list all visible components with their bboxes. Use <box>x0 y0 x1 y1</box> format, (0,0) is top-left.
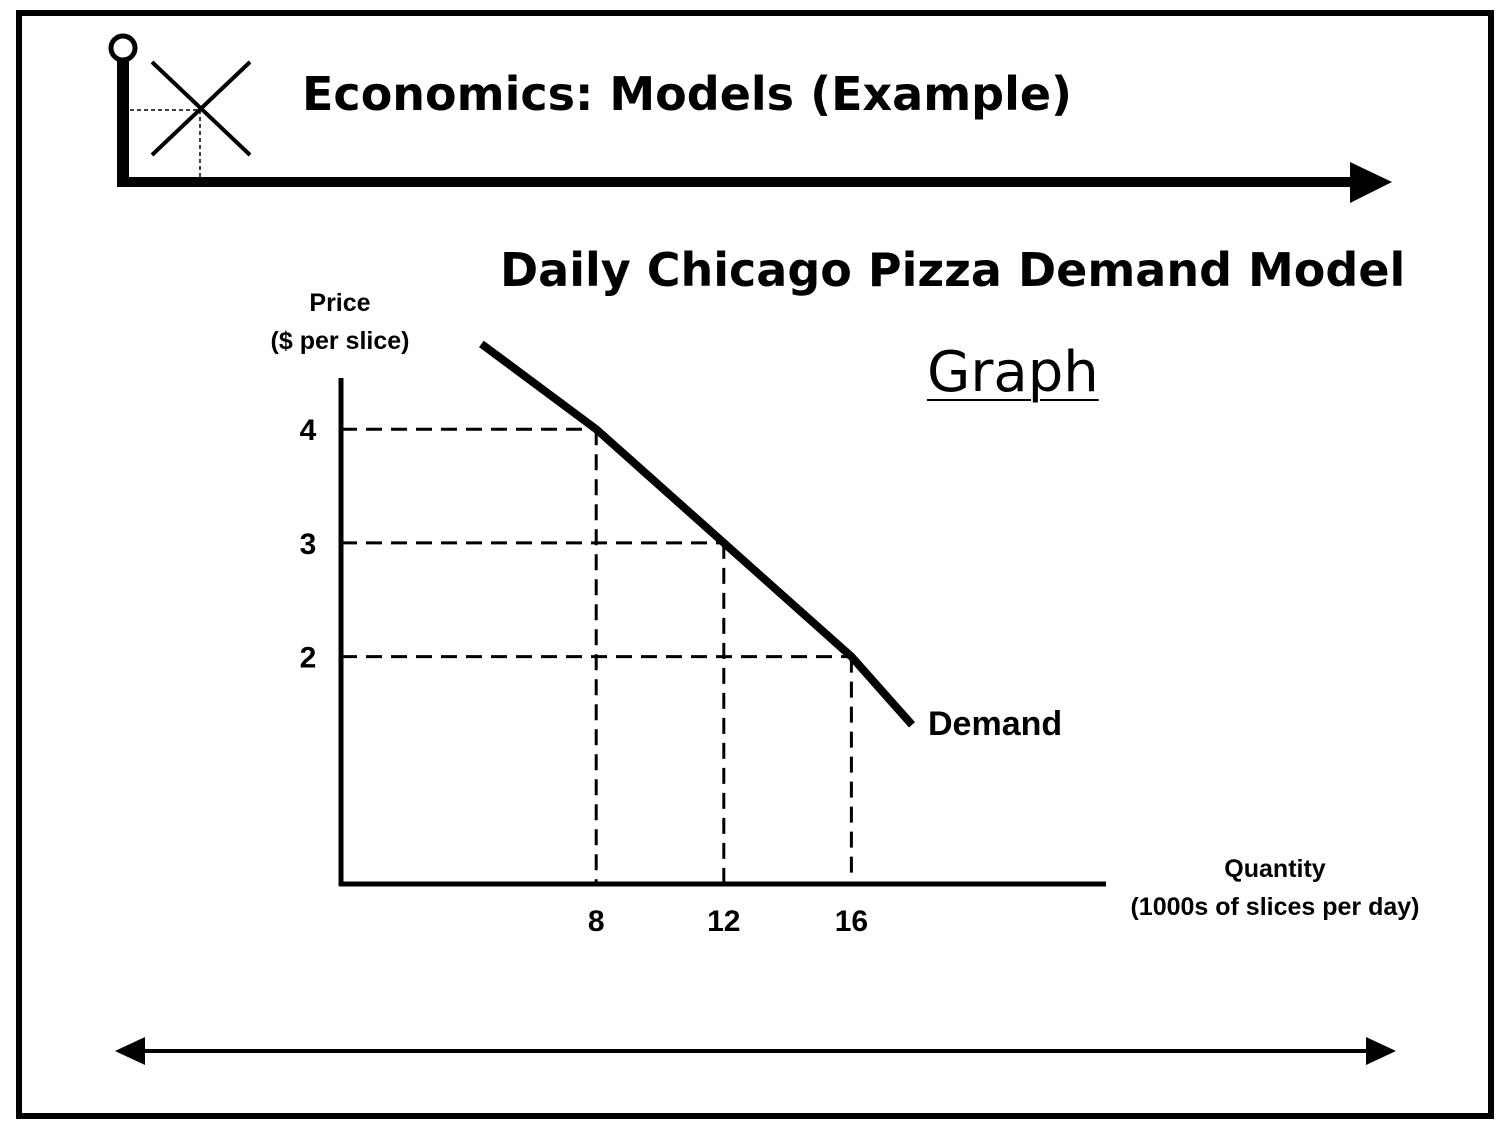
y-tick-label: 4 <box>300 414 317 447</box>
y-axis-label-line1: Price <box>309 289 371 317</box>
series-line-demand <box>479 340 915 728</box>
series-label-demand: Demand <box>928 705 1062 743</box>
header-arrow <box>117 162 1392 203</box>
x-tick-label: 8 <box>588 905 605 938</box>
x-axis-label-line2: (1000s of slices per day) <box>1130 893 1420 921</box>
y-axis-label-line2: ($ per slice) <box>270 327 410 355</box>
header-title: Economics: Models (Example) <box>302 67 1073 121</box>
chart-title: Daily Chicago Pizza Demand Model <box>500 243 1406 297</box>
demand-chart: 8 12 16 2 3 4 Demand <box>300 340 1106 938</box>
chart-subtitle: Graph <box>927 340 1099 405</box>
y-tick-label: 3 <box>300 528 317 561</box>
x-tick-label: 16 <box>835 905 868 938</box>
supply-demand-cross-icon <box>108 33 252 186</box>
footer-double-arrow <box>115 1037 1396 1065</box>
x-axis-label: Quantity (1000s of slices per day) <box>1100 850 1450 926</box>
y-tick-label: 2 <box>300 642 317 675</box>
x-tick-label: 12 <box>707 905 740 938</box>
y-axis-label: Price ($ per slice) <box>240 284 440 360</box>
x-axis-label-line1: Quantity <box>1224 855 1326 883</box>
slide-border <box>16 10 1494 1119</box>
